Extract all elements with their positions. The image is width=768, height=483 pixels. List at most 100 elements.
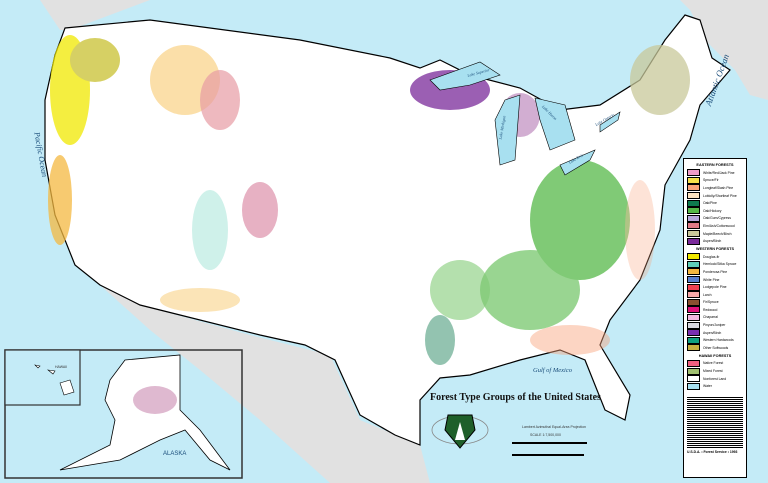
legend-item: Oak/Hickory (687, 207, 743, 215)
legend-label: Native Forest (703, 361, 724, 366)
legend-label: Chaparral (703, 315, 718, 320)
legend-swatch (687, 253, 700, 261)
legend-swatch (687, 207, 700, 215)
legend-label: Elm/Ash/Cottonwood (703, 223, 735, 228)
legend-swatch (687, 291, 700, 299)
legend-item: White/Red/Jack Pine (687, 169, 743, 177)
legend-label: Other Softwoods (703, 345, 729, 350)
legend-swatch (687, 176, 700, 184)
forest-cover (48, 35, 690, 365)
legend-eastern-title: EASTERN FORESTS (696, 163, 734, 167)
legend-swatch (687, 359, 700, 367)
legend-item: Douglas-fir (687, 253, 743, 261)
legend-label: Maple/Beech/Birch (703, 231, 732, 236)
legend-item: White Pine (687, 276, 743, 284)
legend-item: Loblolly/Shortleaf Pine (687, 192, 743, 200)
legend-label: Aspen/Birch (703, 239, 722, 244)
legend-item: Redwood (687, 306, 743, 314)
legend-label: Water (703, 384, 712, 389)
legend-swatch (687, 306, 700, 314)
legend-swatch (687, 283, 700, 291)
legend-item: Aspen/Birch (687, 237, 743, 245)
legend-item: Fir/Spruce (687, 298, 743, 307)
usfs-logo (431, 414, 489, 449)
legend-item: Native Forest (687, 359, 743, 368)
scale-bars (512, 442, 587, 456)
legend-label: Longleaf/Slash Pine (703, 185, 734, 190)
hawaii-inset (4, 349, 81, 406)
legend-item: Oak/Pine (687, 199, 743, 207)
legend-item: Maple/Beech/Birch (687, 230, 743, 238)
legend-swatch (687, 276, 700, 284)
legend-label: Oak/Pine (703, 201, 717, 206)
legend-swatch (687, 237, 700, 245)
legend-item: Other Softwoods (687, 344, 743, 352)
legend-label: Ponderosa Pine (703, 269, 728, 274)
legend-swatch (687, 298, 700, 306)
legend-item: Elm/Ash/Cottonwood (687, 222, 743, 230)
great-lakes (429, 61, 621, 176)
legend-label: Loblolly/Shortleaf Pine (703, 193, 737, 198)
legend-label: Larch (703, 292, 712, 297)
legend-item: Chaparral (687, 313, 743, 322)
legend-label: Lodgepole Pine (703, 285, 727, 290)
legend-swatch (687, 192, 700, 200)
legend-swatch (687, 336, 700, 344)
projection-note: Lambert Azimuthal Equal-Area Projection (522, 425, 587, 429)
legend-label: Hemlock/Sitka Spruce (703, 262, 737, 267)
hawaii-islands (34, 364, 75, 396)
legend: EASTERN FORESTS White/Red/Jack Pine Spruc… (683, 158, 747, 478)
legend-label: Oak/Hickory (703, 208, 722, 213)
legend-swatch (687, 199, 700, 207)
legend-item: Water (687, 382, 743, 390)
legend-label: Douglas-fir (703, 254, 720, 259)
legend-swatch (687, 382, 700, 390)
gulf-of-mexico-label: Gulf of Mexico (533, 367, 572, 374)
legend-swatch (687, 367, 700, 375)
legend-swatch (687, 184, 700, 192)
legend-item: Longleaf/Slash Pine (687, 184, 743, 192)
legend-item: Larch (687, 291, 743, 299)
alaska-land (59, 354, 231, 471)
legend-western-title: WESTERN FORESTS (696, 246, 734, 251)
legend-swatch (687, 222, 700, 230)
hawaii-label: HAWAII (55, 365, 68, 369)
legend-item: Aspen/Birch (687, 329, 743, 337)
legend-swatch (687, 169, 700, 177)
legend-swatch (687, 214, 700, 222)
legend-label: Pinyon/Juniper (703, 323, 726, 328)
legend-swatch (687, 260, 700, 268)
canada-land (40, 0, 768, 100)
mexico-land (100, 285, 430, 483)
legend-item: Western Hardwoods (687, 336, 743, 344)
legend-swatch (687, 375, 700, 383)
legend-label: Aspen/Birch (703, 330, 722, 335)
legend-note (687, 396, 743, 449)
legend-item: Pinyon/Juniper (687, 321, 743, 329)
legend-swatch (687, 313, 700, 321)
legend-label: White/Red/Jack Pine (703, 170, 735, 175)
legend-item: Nonforest Land (687, 375, 743, 383)
legend-label: Redwood (703, 307, 718, 312)
legend-item: Oak/Gum/Cypress (687, 214, 743, 223)
alaska-inset (4, 349, 243, 479)
legend-label: Fir/Spruce (703, 300, 719, 305)
legend-label: Mixed Forest (703, 369, 723, 374)
legend-swatch (687, 329, 700, 337)
alaska-forest (133, 386, 177, 414)
legend-item: Spruce/Fir (687, 176, 743, 185)
scale-note: SCALE 1:7,500,000 (530, 433, 561, 437)
legend-item: Ponderosa Pine (687, 268, 743, 276)
legend-swatch (687, 344, 700, 352)
credit: U.S.D.A. • Forest Service • 1993 (687, 450, 738, 455)
legend-label: Nonforest Land (703, 376, 727, 381)
legend-hawaii-title: HAWAII FORESTS (698, 353, 732, 358)
legend-swatch (687, 321, 700, 329)
legend-label: Spruce/Fir (703, 178, 719, 183)
legend-label: Western Hardwoods (703, 338, 734, 343)
legend-item: Lodgepole Pine (687, 283, 743, 291)
legend-label: White Pine (703, 277, 720, 282)
map-title: Forest Type Groups of the United States (430, 392, 601, 403)
legend-swatch (687, 230, 700, 238)
